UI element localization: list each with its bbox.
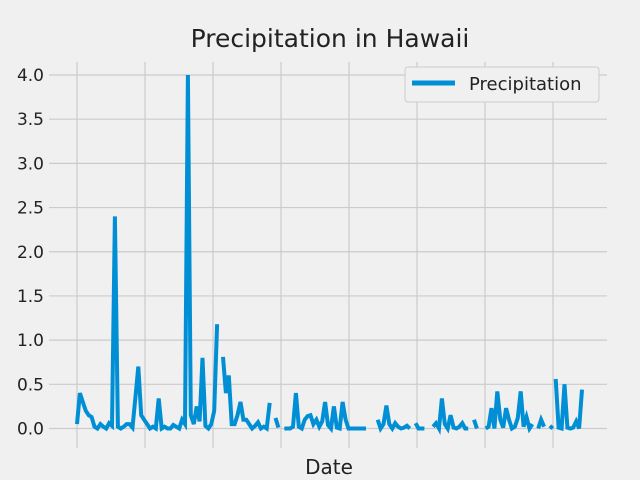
y-tick-label: 3.5 bbox=[17, 110, 44, 130]
y-tick-label: 1.5 bbox=[17, 287, 44, 307]
series-line-segment bbox=[375, 405, 412, 434]
y-tick-label: 0.0 bbox=[17, 420, 44, 440]
series-line-segment bbox=[273, 417, 281, 429]
series-line-segment bbox=[221, 356, 272, 432]
series-line-segment bbox=[75, 74, 220, 433]
series-line-segment bbox=[472, 419, 479, 430]
y-tick-label: 1.0 bbox=[17, 331, 44, 351]
y-tick-label: 4.0 bbox=[17, 66, 44, 86]
series-line-segment bbox=[284, 392, 366, 434]
grid bbox=[49, 62, 607, 448]
y-tick-label: 0.5 bbox=[17, 375, 44, 395]
plot-area bbox=[49, 62, 607, 448]
series-line-segment bbox=[413, 422, 425, 431]
x-axis-label: Date bbox=[305, 455, 353, 479]
chart-title: Precipitation in Hawaii bbox=[191, 24, 470, 53]
legend: Precipitation bbox=[404, 66, 600, 103]
series-line-segment bbox=[548, 424, 555, 430]
y-tick-label: 3.0 bbox=[17, 154, 44, 174]
series-line-segment bbox=[553, 378, 584, 432]
y-tick-label: 2.5 bbox=[17, 199, 44, 219]
y-tick-label: 2.0 bbox=[17, 243, 44, 263]
series-line-segment bbox=[431, 398, 469, 435]
legend-box bbox=[404, 66, 600, 103]
series-line-segment bbox=[484, 391, 535, 434]
series-precipitation bbox=[75, 74, 584, 435]
series-line-segment bbox=[536, 414, 546, 430]
y-axis-ticks: 0.0 0.5 1.0 1.5 2.0 2.5 3.0 3.5 4.0 bbox=[17, 66, 44, 440]
legend-label: Precipitation bbox=[469, 74, 582, 95]
